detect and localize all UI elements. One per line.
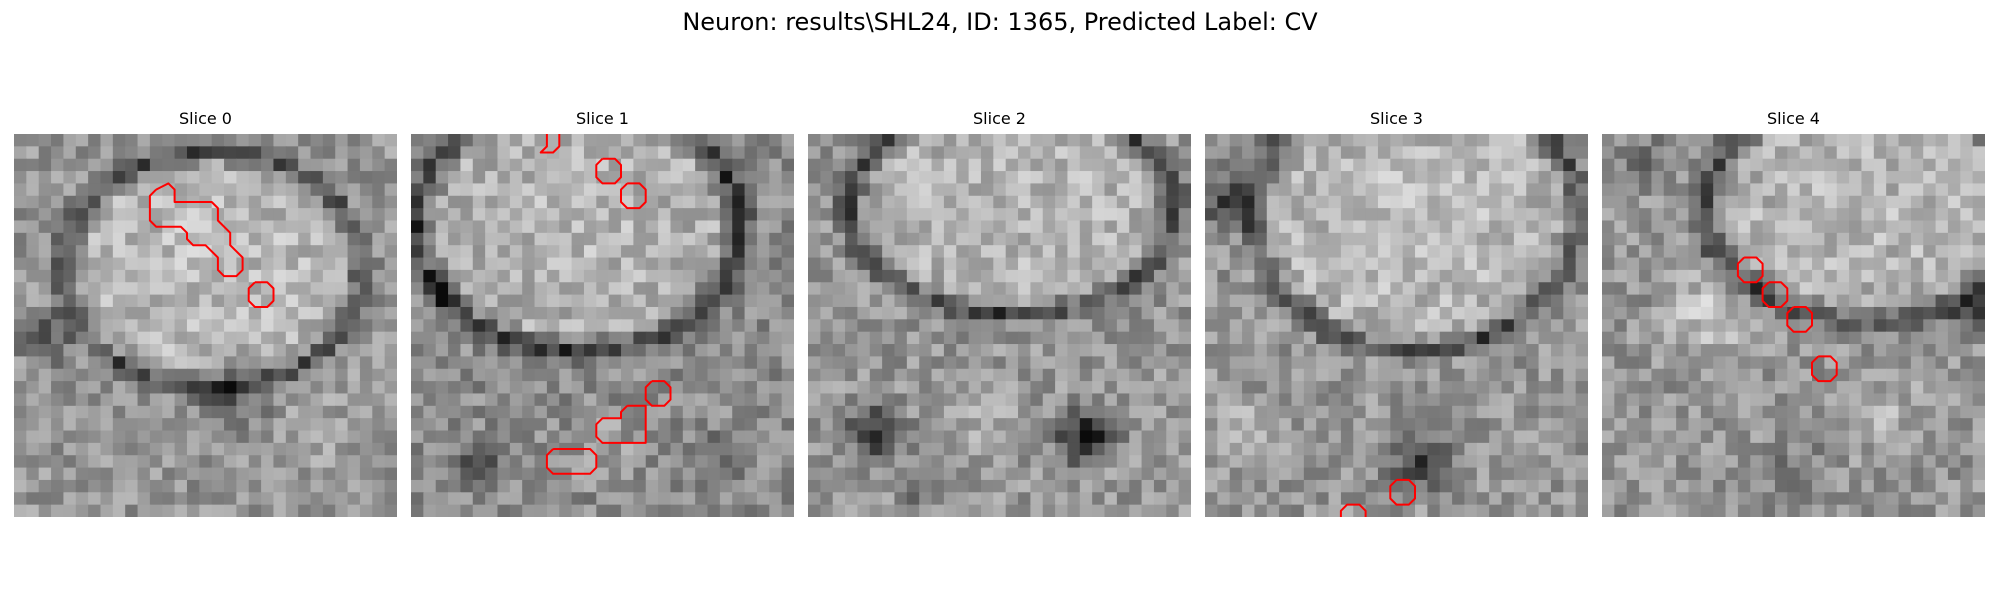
slice-2-panel: Slice 2 bbox=[808, 108, 1191, 517]
slice-0-title: Slice 0 bbox=[179, 109, 232, 128]
contour-overlay bbox=[595, 157, 622, 185]
contour-overlay bbox=[595, 404, 647, 444]
slice-2-image bbox=[808, 134, 1191, 517]
slice-4-image bbox=[1602, 134, 1985, 517]
slice-3-image bbox=[1205, 134, 1588, 517]
slice-4-panel: Slice 4 bbox=[1602, 108, 1985, 517]
contour-overlay bbox=[620, 182, 647, 210]
slice-2-title: Slice 2 bbox=[973, 109, 1026, 128]
contour-overlay bbox=[1786, 306, 1813, 333]
slice-1-title: Slice 1 bbox=[576, 109, 629, 128]
contour-overlay bbox=[1339, 503, 1367, 517]
figure-title: Neuron: results\SHL24, ID: 1365, Predict… bbox=[682, 8, 1318, 36]
contour-overlay bbox=[1736, 256, 1764, 284]
contour-overlay bbox=[644, 380, 672, 407]
contour-overlay bbox=[247, 281, 275, 308]
slice-4-title: Slice 4 bbox=[1767, 109, 1820, 128]
slice-1-panel: Slice 1 bbox=[411, 108, 794, 517]
contour-overlay bbox=[1389, 478, 1416, 506]
slice-0-panel: Slice 0 bbox=[14, 108, 397, 517]
contour-overlay bbox=[545, 448, 598, 475]
contour-overlay bbox=[1761, 281, 1789, 308]
slice-1-image bbox=[411, 134, 794, 517]
contour-overlay bbox=[148, 182, 244, 278]
slice-0-image bbox=[14, 134, 397, 517]
contour-overlay bbox=[1811, 355, 1838, 383]
slice-3-panel: Slice 3 bbox=[1205, 108, 1588, 517]
contour-overlay bbox=[539, 134, 561, 154]
slice-3-title: Slice 3 bbox=[1370, 109, 1423, 128]
